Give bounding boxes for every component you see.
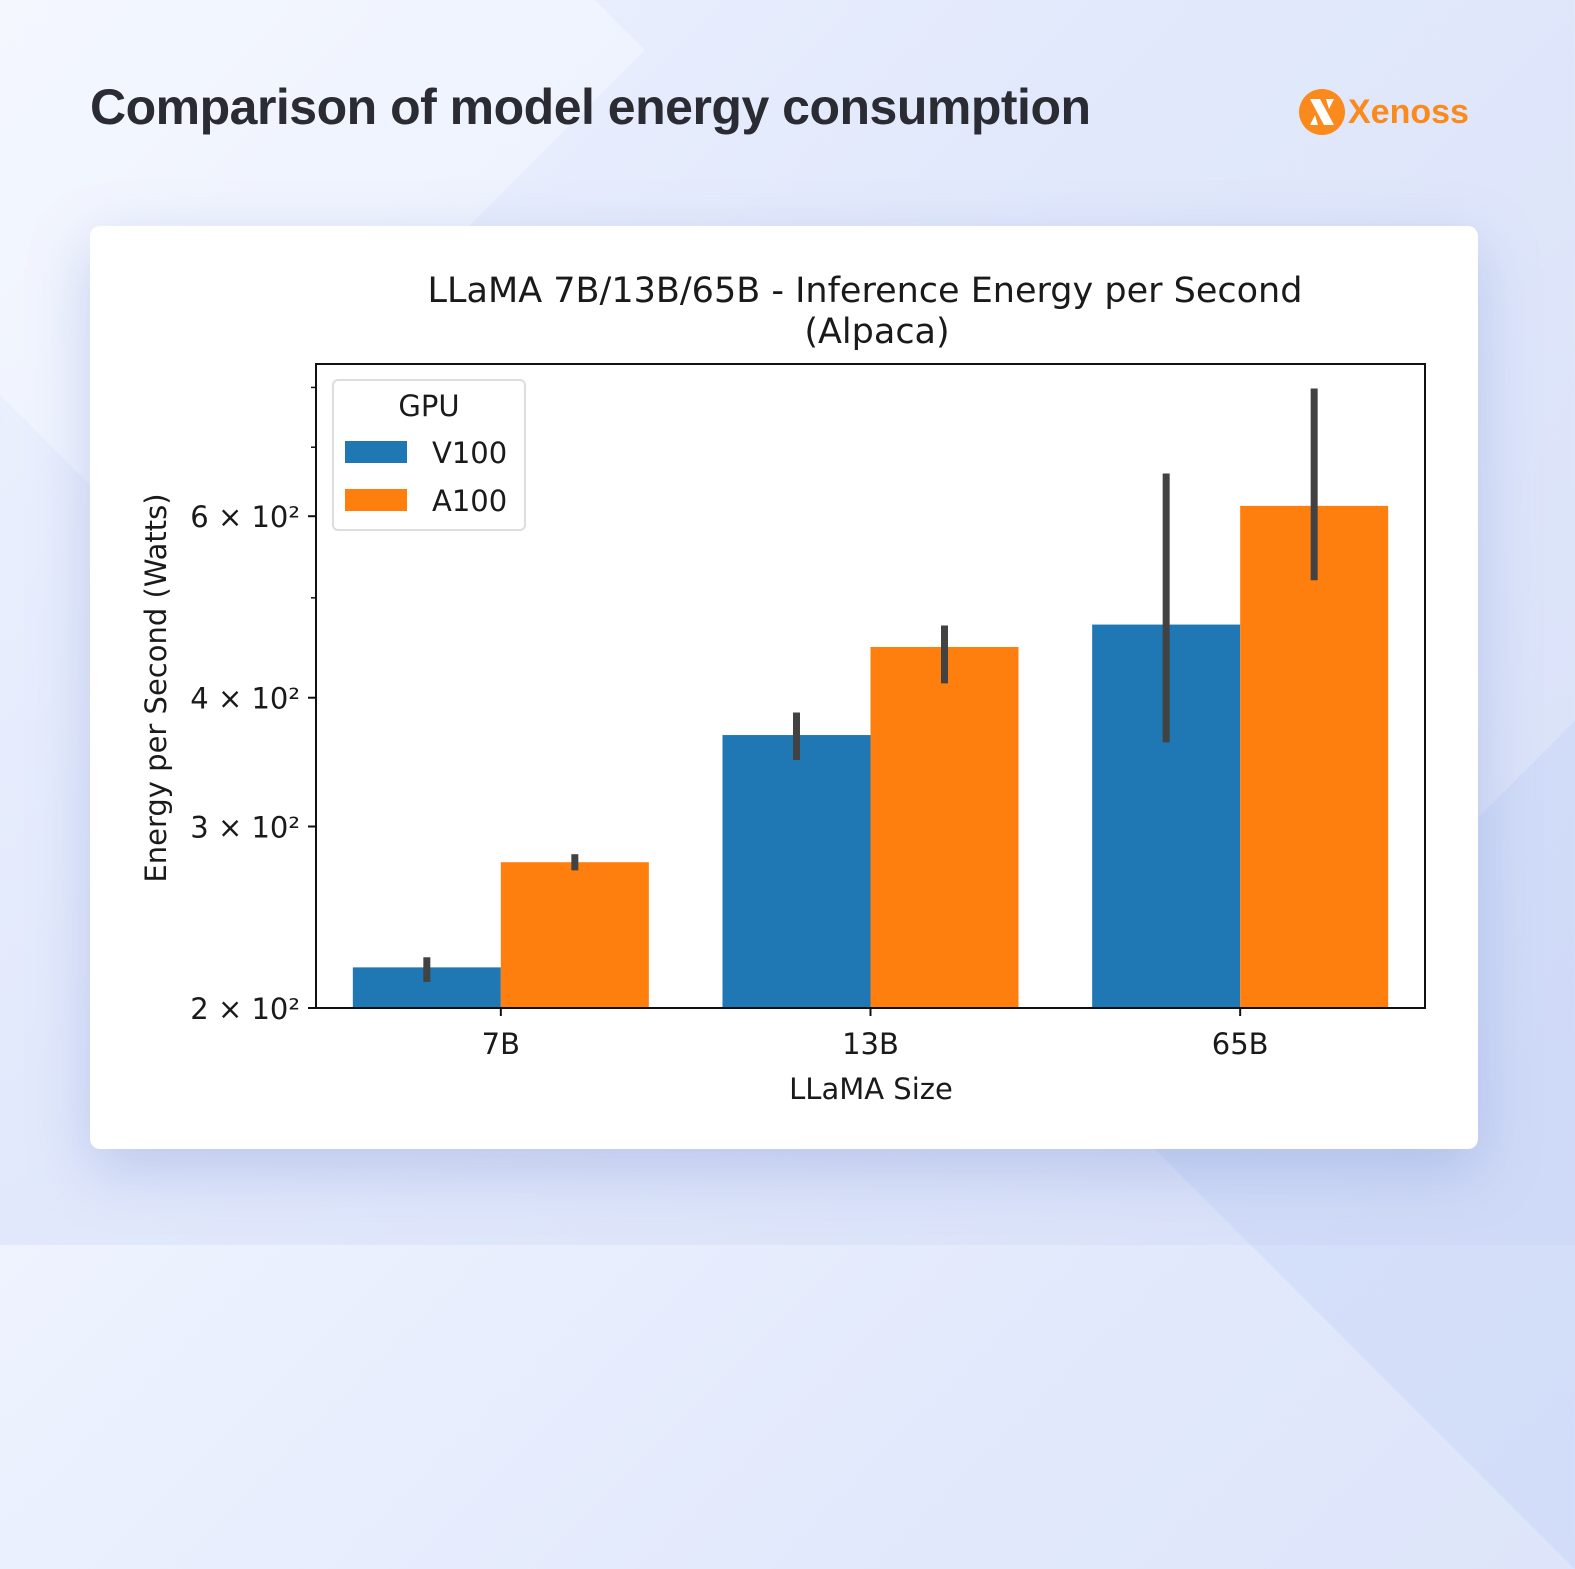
y-tick-label: 4 × 10²: [190, 682, 300, 716]
logo-text: Xenoss: [1348, 92, 1469, 131]
legend-swatch-a100: [345, 489, 407, 511]
bar-a100-65b: [1240, 505, 1389, 1008]
y-tick-label: 6 × 10²: [190, 500, 300, 534]
x-tick-label: 65B: [1212, 1027, 1269, 1061]
xenoss-logo-icon: [1299, 89, 1345, 135]
x-tick-label: 13B: [842, 1027, 899, 1061]
bar-chart: LLaMA 7B/13B/65B - Inference Energy per …: [139, 271, 1426, 1106]
legend-label-a100: A100: [432, 484, 507, 518]
bar-a100-7b: [500, 862, 649, 1008]
bar-v100-13b: [722, 735, 871, 1008]
page-title: Comparison of model energy consumption: [90, 79, 1091, 135]
legend-title: GPU: [398, 389, 459, 423]
x-axis-label: LLaMA Size: [789, 1072, 953, 1106]
legend-swatch-v100: [345, 441, 407, 463]
y-tick-label: 3 × 10²: [190, 810, 300, 844]
legend: GPU V100 A100: [332, 379, 526, 531]
y-axis-label: Energy per Second (Watts): [139, 493, 173, 882]
bar-a100-13b: [870, 646, 1019, 1008]
legend-label-v100: V100: [432, 436, 507, 470]
y-tick-label: 2 × 10²: [190, 992, 300, 1026]
chart-subtitle: (Alpaca): [804, 312, 949, 352]
chart-title: LLaMA 7B/13B/65B - Inference Energy per …: [428, 271, 1303, 311]
xenoss-logo: Xenoss: [1298, 88, 1469, 136]
x-tick-label: 7B: [482, 1027, 520, 1061]
